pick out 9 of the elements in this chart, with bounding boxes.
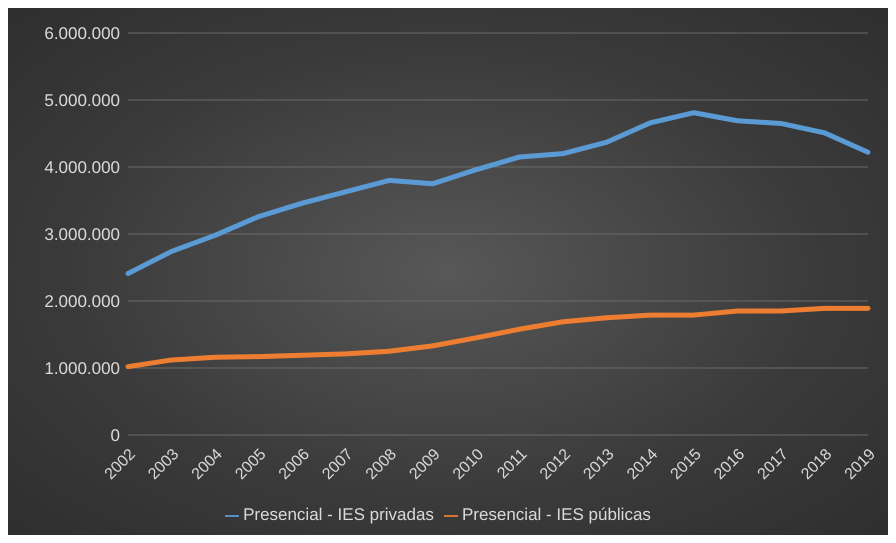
y-tick-label: 1.000.000 — [44, 359, 120, 378]
y-tick-label: 3.000.000 — [44, 225, 120, 244]
legend-label: Presencial - IES públicas — [462, 505, 651, 524]
legend-label: Presencial - IES privadas — [243, 505, 434, 524]
y-tick-label: 4.000.000 — [44, 158, 120, 178]
y-tick-label: 0 — [110, 426, 120, 446]
y-tick-label: 6.000.000 — [44, 24, 120, 44]
y-tick-label: 2.000.000 — [44, 292, 120, 312]
y-tick-label: 5.000.000 — [44, 91, 120, 110]
